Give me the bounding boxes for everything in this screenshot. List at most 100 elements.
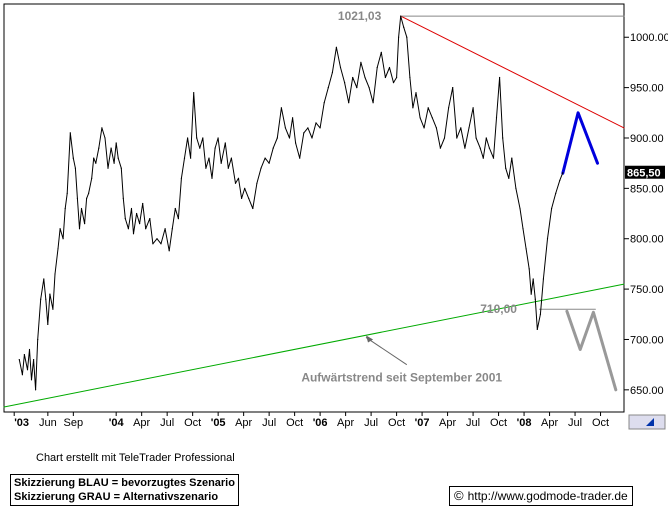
price-point [91,177,93,179]
price-point [502,137,504,139]
x-tick-label: Jul [160,417,174,429]
price-point [555,192,557,194]
trend-arrow-shaft [365,337,408,366]
price-point [400,15,402,17]
chart-credit: Chart erstellt mit TeleTrader Profession… [36,452,235,464]
price-point [37,338,39,341]
y-tick-label: 1000.00 [630,32,668,44]
x-tick-label: Oct [592,417,609,429]
price-point [303,132,305,134]
y-tick-label: 700.00 [630,334,664,346]
chart-svg: 650.00 700.00 750.00 800.00 850.00 900.00 950.… [3,3,668,430]
price-point [156,238,158,240]
price-point [492,157,495,159]
price-point [98,147,100,149]
price-point [435,127,437,129]
website-credit[interactable]: © http://www.godmode-trader.de [449,486,633,506]
x-tick-label: Apr [235,417,252,429]
price-point [364,76,366,79]
price-point [113,162,115,164]
x-tick-label: Apr [337,417,354,429]
price-point [208,157,210,159]
scroll-arrow-box [628,414,666,430]
price-point [47,323,49,325]
price-point [160,243,162,245]
price-point [327,87,329,89]
x-tick-label: Jul [466,417,480,429]
price-point [45,298,47,300]
y-tick-label: 800.00 [630,234,664,246]
x-tick-label: Sep [64,417,84,429]
price-point [136,212,138,215]
price-point [372,102,374,104]
x-tick-label: Oct [286,417,303,429]
price-point [452,87,454,89]
price-point [380,51,382,54]
price-point [59,228,61,230]
website-url[interactable]: http://www.godmode-trader.de [467,489,628,503]
x-tick-label: '07 [415,417,430,429]
price-point [356,87,358,89]
price-point [66,192,68,194]
x-tick-label: Jul [262,417,276,429]
price-point [368,87,370,89]
price-point [335,46,337,48]
price-point [384,76,386,79]
price-point [525,248,527,250]
price-point [315,122,317,124]
price-point [115,142,117,144]
price-point [196,137,198,139]
price-chart: 650.00 700.00 750.00 800.00 850.00 900.00 950.… [3,3,668,430]
x-tick-label: Oct [490,417,507,429]
price-point [177,218,179,220]
price-point [403,26,405,28]
price-point [443,137,446,139]
price-point [18,359,20,361]
y-tick-label: 850.00 [630,183,664,195]
price-point [205,167,207,169]
x-tick-label: Apr [133,417,150,429]
price-point [536,328,538,330]
price-point [542,278,545,280]
price-point [62,238,64,240]
price-point [482,157,484,159]
price-point [406,36,408,38]
price-point [84,223,86,225]
price-point [311,137,313,139]
price-point [299,157,301,159]
price-point [499,76,501,79]
last-value-label: 865,50 [627,168,661,180]
price-point [534,298,536,300]
price-point [130,207,133,210]
price-point [307,127,309,129]
price-point [530,293,532,295]
x-tick-label: Apr [541,417,558,429]
price-point [252,207,254,210]
price-point [292,117,294,119]
price-point [214,147,216,149]
price-point [260,167,262,169]
price-point [280,107,282,109]
price-point [522,228,524,230]
red-resistance-line [400,15,625,129]
price-point [505,167,507,169]
price-point [127,228,129,230]
price-point [398,36,400,38]
price-point [145,228,147,230]
price-point [511,157,513,159]
scenario-legend: Skizzierung BLAU = bevorzugtes Szenario … [10,474,239,506]
x-tick-label: '05 [211,417,226,429]
price-point [227,167,229,169]
price-point [427,107,429,109]
price-point [396,76,398,79]
price-point [230,157,232,159]
price-point [546,238,549,240]
price-point [485,137,487,139]
price-point [64,207,66,210]
price-point [468,127,470,129]
x-tick-label: '08 [517,417,532,429]
price-point [295,142,297,144]
price-point [331,71,333,74]
price-point [211,177,213,179]
price-point [348,102,350,104]
